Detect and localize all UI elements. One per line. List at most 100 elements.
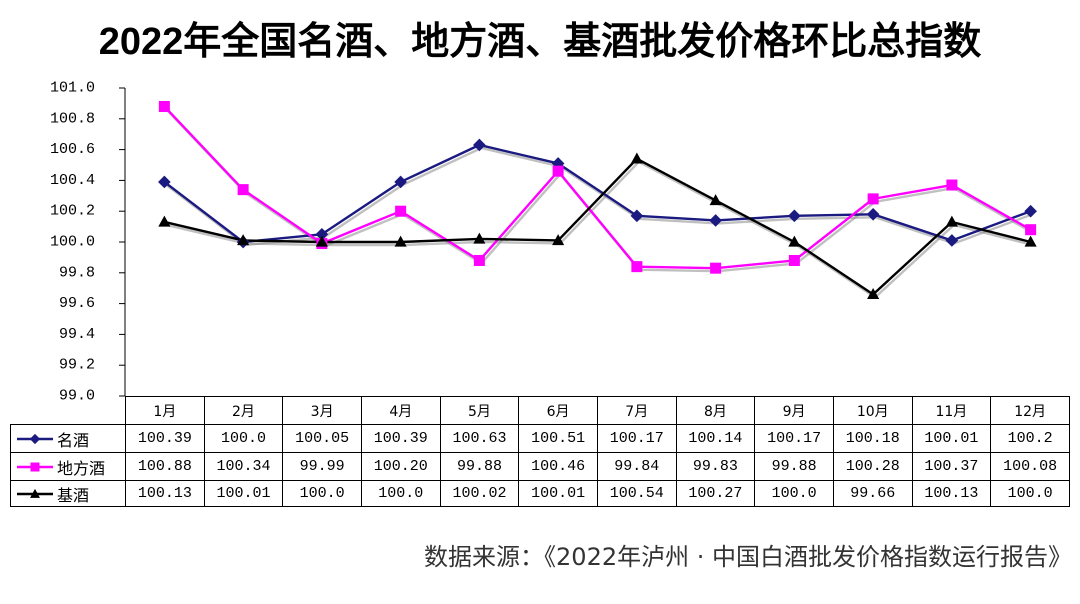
data-table-cell: 100.51 xyxy=(518,424,598,453)
data-point-marker xyxy=(788,235,801,247)
data-table-cell: 100.02 xyxy=(439,480,520,507)
month-header-cell: 11月 xyxy=(911,396,992,425)
legend-label: 基酒 xyxy=(57,485,90,505)
month-header-cell: 12月 xyxy=(990,396,1070,425)
data-point-marker xyxy=(237,184,249,196)
data-table-cell: 100.14 xyxy=(675,424,756,453)
data-table-cell: 100.39 xyxy=(360,424,441,453)
series-line xyxy=(164,157,1031,296)
data-table-cell: 100.01 xyxy=(203,480,284,507)
month-header-cell: 2月 xyxy=(203,396,284,425)
y-axis: 101.0 100.8 100.6 100.4 100.2 100.0 99.8 99.6 99… xyxy=(50,80,126,400)
data-table-cell: 100.63 xyxy=(439,424,520,453)
data-point-marker xyxy=(473,138,486,152)
source-note: 数据来源：《2022年泸州 · 中国白酒批发价格指数运行报告》 xyxy=(424,543,1072,571)
month-header-cell: 3月 xyxy=(282,396,362,425)
data-point-marker xyxy=(1024,204,1037,218)
data-table-cell: 100.54 xyxy=(596,480,677,507)
data-point-marker xyxy=(158,175,171,189)
data-table-corner-cell xyxy=(10,396,126,425)
data-point-marker xyxy=(237,234,250,246)
data-table-cell: 100.88 xyxy=(125,452,205,481)
data-table-cell: 100.08 xyxy=(990,452,1070,481)
data-table-cell: 100.17 xyxy=(596,424,677,453)
y-tick-label: 100.0 xyxy=(50,234,95,251)
data-point-marker xyxy=(867,193,879,205)
data-point-marker xyxy=(315,235,328,247)
month-header-cell: 7月 xyxy=(596,396,677,425)
data-table-cell: 100.01 xyxy=(911,424,992,453)
data-table-row: 名酒 100.39 100.0 100.05 100.39 100.63 100.51 100… xyxy=(10,424,1070,453)
data-table-cell: 99.83 xyxy=(675,452,756,481)
data-point-marker xyxy=(315,227,329,241)
data-point-marker xyxy=(473,254,485,266)
y-tick-label: 99.4 xyxy=(59,326,95,343)
month-header-cell: 5月 xyxy=(439,396,520,425)
data-table-header-row: 1月 2月 3月 4月 5月 6月 7月 8月 9月 10月 11月 12月 xyxy=(10,396,1070,425)
chart-title: 2022年全国名酒、地方酒、基酒批发价格环比总指数 xyxy=(98,21,982,63)
data-point-marker xyxy=(946,179,958,191)
data-point-marker xyxy=(945,215,958,227)
data-table-row: 基酒 100.13 100.01 100.0 100.0 100.02 100.01 100.… xyxy=(10,480,1070,507)
data-table-cell: 99.84 xyxy=(596,452,677,481)
y-tick-label: 101.0 xyxy=(50,80,95,97)
data-point-marker xyxy=(630,209,644,223)
data-table-body: 名酒 100.39 100.0 100.05 100.39 100.63 100.51 100… xyxy=(10,424,1070,507)
data-point-marker xyxy=(866,207,880,221)
data-table-cell: 100.2 xyxy=(990,424,1070,453)
data-table-cell: 100.17 xyxy=(754,424,834,453)
data-table-cell: 100.18 xyxy=(832,424,913,453)
data-table-cell: 100.01 xyxy=(518,480,598,507)
data-table-cell: 100.13 xyxy=(911,480,992,507)
y-tick-label: 99.8 xyxy=(59,264,95,281)
series-line-layer xyxy=(163,105,1032,296)
y-tick-label: 100.6 xyxy=(50,141,95,158)
square-icon xyxy=(30,462,40,471)
data-point-marker xyxy=(709,194,722,206)
legend-cell: 基酒 xyxy=(10,480,126,507)
data-point-marker xyxy=(394,235,407,247)
data-table-cell: 100.13 xyxy=(125,480,205,507)
data-point-marker xyxy=(788,209,801,223)
y-tick-label: 99.2 xyxy=(59,357,95,374)
legend-line-sample xyxy=(17,462,53,471)
y-tick-label: 100.8 xyxy=(50,110,95,127)
legend-cell: 地方酒 xyxy=(10,452,126,481)
legend-label: 地方酒 xyxy=(57,458,106,478)
data-point-marker xyxy=(1024,235,1037,247)
y-tick-label: 100.2 xyxy=(50,203,95,220)
data-table-cell: 100.05 xyxy=(282,424,362,453)
data-table-cell: 100.39 xyxy=(125,424,205,453)
data-table-cell: 99.66 xyxy=(832,480,913,507)
data-point-marker xyxy=(395,205,407,217)
data-point-marker xyxy=(394,175,407,189)
data-point-marker xyxy=(709,214,722,227)
data-point-marker xyxy=(945,234,959,247)
data-table-cell: 100.28 xyxy=(832,452,913,481)
series-shadow-line xyxy=(166,160,1033,299)
y-tick-label: 100.4 xyxy=(50,172,95,189)
legend-label: 名酒 xyxy=(57,430,90,450)
data-point-marker xyxy=(158,215,171,227)
data-point-marker xyxy=(552,234,565,246)
line-chart: 101.0 100.8 100.6 100.4 100.2 100.0 99.8 99.6 99… xyxy=(50,80,1037,400)
data-table-cell: 100.0 xyxy=(203,424,284,453)
triangle-icon xyxy=(30,488,40,498)
series-marker-layer xyxy=(158,100,1037,300)
month-header-cell: 8月 xyxy=(675,396,756,425)
data-table-cell: 100.27 xyxy=(675,480,756,507)
data-point-marker xyxy=(1025,224,1037,236)
data-table-cell: 100.46 xyxy=(518,452,598,481)
data-table-head: 1月 2月 3月 4月 5月 6月 7月 8月 9月 10月 11月 12月 xyxy=(10,396,1070,425)
data-table-cell: 100.0 xyxy=(754,480,834,507)
data-point-marker xyxy=(630,152,643,164)
month-header-cell: 9月 xyxy=(754,396,834,425)
data-table-cell: 100.37 xyxy=(911,452,992,481)
data-table-cell: 100.0 xyxy=(360,480,441,507)
data-point-marker xyxy=(788,254,800,266)
data-table-cell: 100.20 xyxy=(360,452,441,481)
data-point-marker xyxy=(631,261,643,273)
legend-line-sample xyxy=(17,433,53,444)
data-point-marker xyxy=(867,288,880,300)
